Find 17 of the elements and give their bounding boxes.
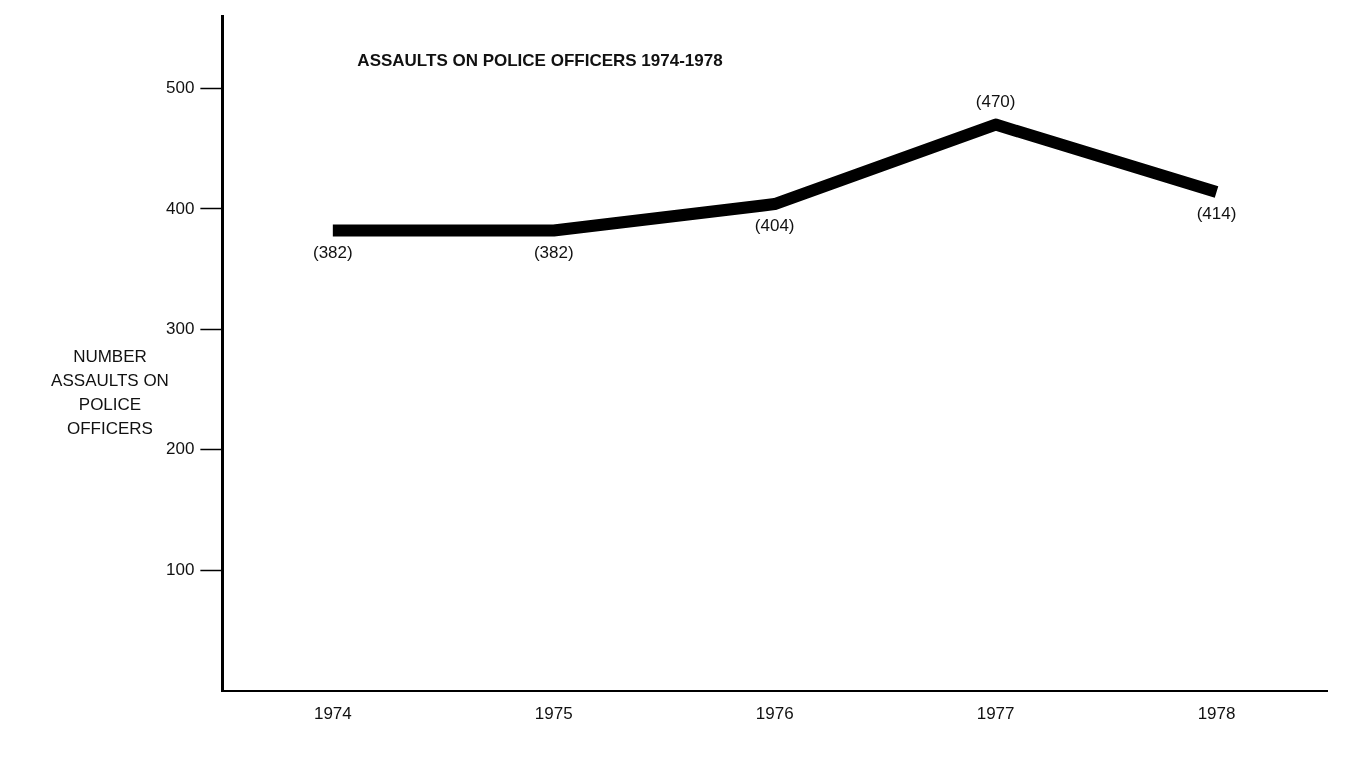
x-tick-label: 1978 <box>1197 704 1236 724</box>
text: (414) <box>1196 204 1237 224</box>
text: (404) <box>754 216 795 236</box>
y-tick-label: 100 <box>165 559 195 579</box>
text: ASSAULTS ON POLICE OFFICERS 1974-1978 <box>357 51 723 71</box>
text: (382) <box>312 242 353 262</box>
x-tick-label: 1977 <box>976 704 1015 724</box>
text: (470) <box>975 91 1016 111</box>
y-axis-title: NUMBER ASSAULTS ON POLICE OFFICERS <box>50 346 170 440</box>
x-tick-label: 1975 <box>534 704 573 724</box>
text: (382) <box>533 242 574 262</box>
x-tick-label: 1976 <box>755 704 794 724</box>
y-tick-label: 400 <box>165 198 195 218</box>
x-tick-label: 1974 <box>313 704 352 724</box>
y-tick-label: 300 <box>165 319 195 338</box>
y-tick-label: 200 <box>165 439 195 459</box>
y-tick-label: 500 <box>165 78 195 98</box>
